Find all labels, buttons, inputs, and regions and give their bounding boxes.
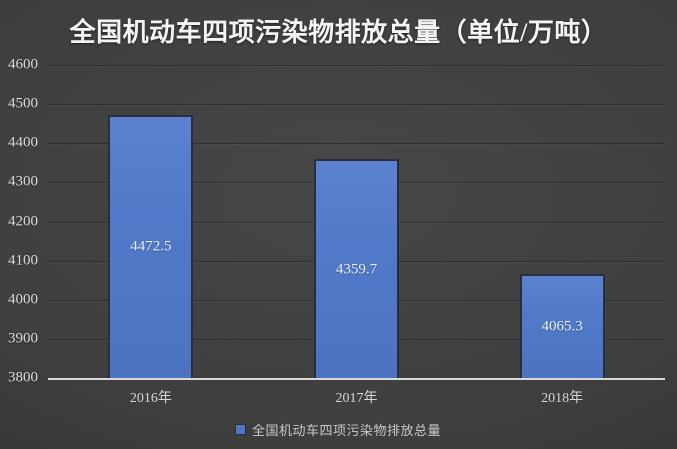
x-axis: 2016年 2017年 2018年 [48, 387, 665, 407]
bar-2018年: 4065.3 [519, 274, 605, 378]
plot-area: 4472.5 4359.7 4065.3 [48, 65, 665, 380]
legend-marker-icon [235, 425, 245, 434]
y-axis: 3800 3900 4000 4100 4200 4300 4400 4500 4600 [0, 57, 41, 386]
x-tick-label: 2016年 [129, 391, 172, 406]
y-tick-label: 4300 [8, 173, 38, 190]
y-tick-label: 4600 [8, 56, 38, 73]
gridline [48, 65, 665, 66]
y-tick-label: 3800 [8, 369, 38, 386]
x-tick-label: 2018年 [541, 391, 584, 406]
bar-2017年: 4359.7 [314, 159, 399, 378]
y-tick-label: 4100 [8, 252, 38, 269]
chart-title: 全国机动车四项污染物排放总量（单位/万吨） [69, 18, 608, 47]
x-tick-label: 2017年 [335, 391, 378, 406]
bar-2016年: 4472.5 [108, 114, 194, 378]
gridline [48, 143, 665, 145]
bar-value-label: 4065.3 [541, 318, 583, 335]
legend-label: 全国机动车四项污染物排放总量 [251, 423, 441, 438]
bar-value-label: 4359.7 [335, 261, 378, 278]
y-tick-label: 4000 [8, 291, 38, 308]
y-tick-label: 4200 [8, 213, 38, 229]
gridline [48, 104, 665, 106]
y-tick-label: 4400 [8, 134, 38, 151]
bar-value-label: 4472.5 [130, 238, 172, 255]
y-tick-label: 3900 [8, 330, 38, 347]
y-tick-label: 4500 [8, 95, 38, 112]
legend: 全国机动车四项污染物排放总量 [0, 420, 677, 439]
